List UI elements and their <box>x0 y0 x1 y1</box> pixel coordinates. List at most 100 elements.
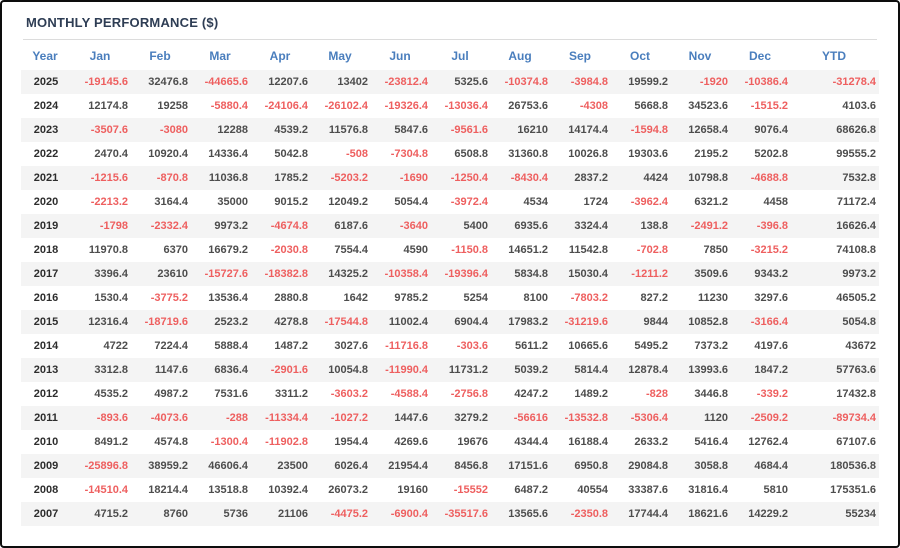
value-cell: 19160 <box>397 484 428 496</box>
value-cell: 4539.2 <box>274 124 308 136</box>
value-cell: -44665.6 <box>204 76 248 88</box>
value-cell: 7554.4 <box>334 244 368 256</box>
value-cell: -11334.4 <box>265 412 308 424</box>
value-cell: 23610 <box>157 268 188 280</box>
table-row: 2019 -1798 -2332.4 9973.2 -4674.8 6187.6 -3640… <box>21 214 879 238</box>
value-cell: 11036.8 <box>208 172 248 184</box>
value-cell: -288 <box>225 412 248 424</box>
value-cell: -3166.4 <box>750 316 788 328</box>
value-cell: 21954.4 <box>388 460 428 472</box>
value-cell: -3775.2 <box>150 292 188 304</box>
value-cell: 13536.4 <box>208 292 248 304</box>
value-cell: 31816.4 <box>688 484 728 496</box>
value-cell: 10852.8 <box>688 316 728 328</box>
value-cell: 8760 <box>163 508 188 520</box>
value-cell: 4534 <box>523 196 548 208</box>
column-header-feb: Feb <box>149 49 171 63</box>
table-row: 2010 8491.2 4574.8 -1300.4 -11902.8 1954.4 426… <box>21 430 879 454</box>
value-cell: -2509.2 <box>750 412 788 424</box>
value-cell: -35517.6 <box>444 508 488 520</box>
value-cell: 38959.2 <box>148 460 188 472</box>
value-cell: 21106 <box>278 508 308 520</box>
value-cell: 16679.2 <box>208 244 248 256</box>
value-cell: -2491.2 <box>690 220 728 232</box>
value-cell: -56616 <box>513 412 548 424</box>
value-cell: 5202.8 <box>754 148 788 160</box>
column-header-may: May <box>328 49 352 63</box>
table-row: 2024 12174.8 19258 -5880.4 -24106.4 -26102.4 -… <box>21 94 879 118</box>
value-cell: -5203.2 <box>330 172 368 184</box>
value-cell: 4590 <box>403 244 428 256</box>
value-cell: -2030.8 <box>270 244 308 256</box>
year-cell: 2023 <box>33 124 59 136</box>
value-cell: 9785.2 <box>394 292 428 304</box>
value-cell: 46606.4 <box>208 460 248 472</box>
value-cell: 2837.2 <box>574 172 608 184</box>
value-cell: -4475.2 <box>330 508 368 520</box>
value-cell: 3279.2 <box>454 412 488 424</box>
value-cell: 4458 <box>763 196 788 208</box>
table-row: 2022 2470.4 10920.4 14336.4 5042.8 -508 -7304.… <box>21 142 879 166</box>
value-cell: 13565.6 <box>508 508 548 520</box>
value-cell: 29084.8 <box>628 460 668 472</box>
table-header: Year Jan Feb Mar Apr May Jun Jul Aug Sep Oct Nov Dec… <box>21 40 879 70</box>
value-cell: 13993.6 <box>688 364 728 376</box>
value-cell: 18621.6 <box>688 508 728 520</box>
value-cell: 138.8 <box>640 220 668 232</box>
table-row: 2016 1530.4 -3775.2 13536.4 2880.8 1642 9785.2… <box>21 286 879 310</box>
value-cell: 68626.8 <box>836 124 876 136</box>
column-header-year: Year <box>32 49 58 63</box>
value-cell: -2332.4 <box>150 220 188 232</box>
value-cell: 4247.2 <box>514 388 548 400</box>
year-cell: 2011 <box>34 412 58 424</box>
table-row: 2021 -1215.6 -870.8 11036.8 1785.2 -5203.2 -16… <box>21 166 879 190</box>
value-cell: -3603.2 <box>330 388 368 400</box>
table-row: 2013 3312.8 1147.6 6836.4 -2901.6 10054.8 -119… <box>21 358 879 382</box>
value-cell: 5736 <box>223 508 248 520</box>
value-cell: -23812.4 <box>384 76 428 88</box>
value-cell: 4715.2 <box>94 508 128 520</box>
value-cell: 12878.4 <box>628 364 668 376</box>
table-row: 2014 4722 7224.4 5888.4 1487.2 3027.6 -11716.8… <box>21 334 879 358</box>
value-cell: 2523.2 <box>214 316 248 328</box>
table-row: 2023 -3507.6 -3080 12288 4539.2 11576.8 5847.6… <box>21 118 879 142</box>
value-cell: -89734.4 <box>832 412 876 424</box>
value-cell: 1447.6 <box>394 412 428 424</box>
table-row: 2007 4715.2 8760 5736 21106 -4475.2 -6900.4 -35… <box>21 502 879 526</box>
value-cell: -702.8 <box>636 244 668 256</box>
value-cell: -1215.6 <box>90 172 128 184</box>
value-cell: 7531.6 <box>214 388 248 400</box>
value-cell: -1920 <box>699 76 728 88</box>
value-cell: -4308 <box>579 100 608 112</box>
value-cell: -18382.8 <box>264 268 308 280</box>
value-cell: 11576.8 <box>328 124 368 136</box>
value-cell: 5495.2 <box>634 340 668 352</box>
value-cell: -18719.6 <box>144 316 188 328</box>
value-cell: -3972.4 <box>450 196 488 208</box>
value-cell: -2901.6 <box>270 364 308 376</box>
value-cell: 5042.8 <box>274 148 308 160</box>
value-cell: 6950.8 <box>574 460 608 472</box>
value-cell: -893.6 <box>96 412 128 424</box>
value-cell: 19676 <box>457 436 488 448</box>
value-cell: 4684.4 <box>754 460 788 472</box>
value-cell: 3396.4 <box>94 268 128 280</box>
value-cell: 10392.4 <box>268 484 308 496</box>
value-cell: 5668.8 <box>634 100 668 112</box>
table-row: 2015 12316.4 -18719.6 2523.2 4278.8 -17544.8 1… <box>21 310 879 334</box>
value-cell: 8456.8 <box>454 460 488 472</box>
value-cell: -3984.8 <box>570 76 608 88</box>
value-cell: 3058.8 <box>694 460 728 472</box>
value-cell: -19145.6 <box>84 76 128 88</box>
value-cell: 34523.6 <box>688 100 728 112</box>
column-header-nov: Nov <box>688 49 712 63</box>
value-cell: 10026.8 <box>568 148 608 160</box>
value-cell: 5834.8 <box>514 268 548 280</box>
value-cell: -10374.8 <box>504 76 548 88</box>
value-cell: 6370 <box>163 244 188 256</box>
value-cell: -8430.4 <box>510 172 548 184</box>
year-cell: 2010 <box>33 436 59 448</box>
value-cell: 10665.6 <box>568 340 608 352</box>
value-cell: 6487.2 <box>514 484 548 496</box>
value-cell: -14510.4 <box>84 484 128 496</box>
